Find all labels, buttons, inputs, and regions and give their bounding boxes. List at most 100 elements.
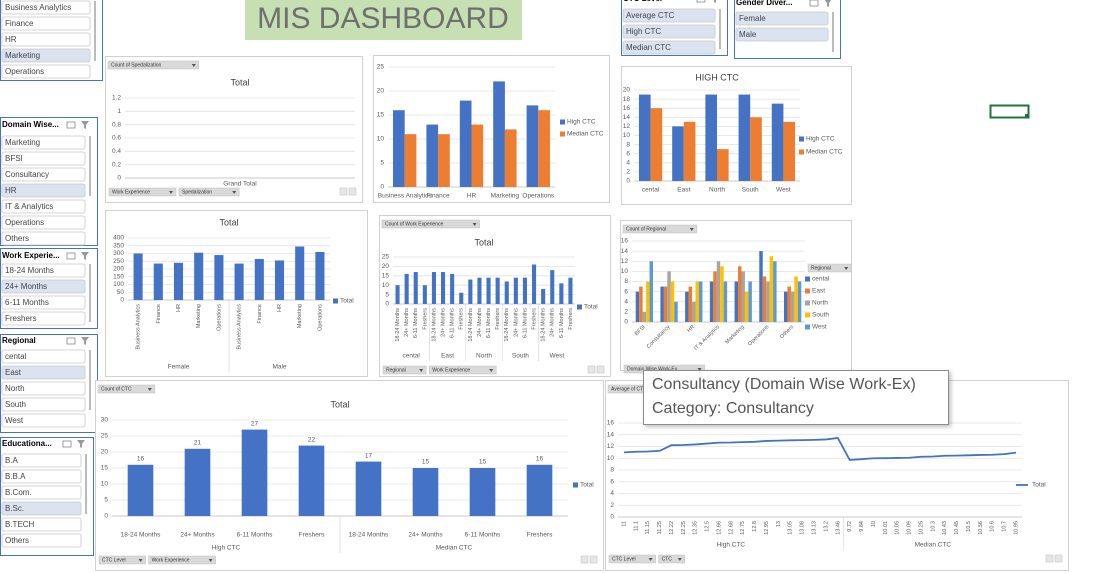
value-field-button[interactable]	[381, 219, 480, 229]
slicer-item[interactable]	[1, 135, 86, 150]
slicer-item-label[interactable]: Consultancy	[5, 170, 49, 179]
value-field-button[interactable]	[622, 224, 698, 234]
axis-field-button-label[interactable]: Work Experience	[112, 189, 150, 195]
expand-collapse-button[interactable]	[348, 187, 357, 196]
axis-field-button-label[interactable]: CTC Level	[612, 556, 636, 562]
slicer-item[interactable]	[1, 48, 91, 63]
legend-field-button[interactable]	[807, 263, 852, 273]
slicer-item-label[interactable]: HR	[5, 35, 17, 44]
slicer-item[interactable]	[1, 533, 82, 548]
slicer-item[interactable]	[1, 215, 86, 230]
slicer-item-label[interactable]: B.A	[5, 456, 19, 465]
slicer-item[interactable]	[622, 8, 716, 23]
slicer-item-label[interactable]: IT & Analytics	[5, 202, 53, 211]
value-field-button-label[interactable]: Count of Spedalization	[111, 62, 162, 68]
slicer-item-label[interactable]: 24+ Months	[5, 282, 47, 291]
slicer-item-label[interactable]: Average CTC	[626, 11, 675, 20]
slicer-item[interactable]	[1, 295, 86, 310]
clear-filter-icon[interactable]	[81, 121, 89, 129]
slicer-item-label[interactable]: Male	[739, 30, 757, 39]
slicer-item[interactable]	[1, 199, 86, 214]
slicer-item-label[interactable]: B.Com.	[5, 488, 32, 497]
slicer-item[interactable]	[1, 151, 86, 166]
selected-cell[interactable]	[989, 104, 1030, 119]
axis-field-button[interactable]	[148, 555, 216, 565]
axis-field-button-label[interactable]: CTC	[662, 556, 673, 562]
value-field-button-label[interactable]: Count of Work Experience	[385, 221, 443, 227]
axis-field-button-label[interactable]: Regional	[386, 367, 406, 373]
slicer-item[interactable]	[1, 501, 82, 516]
slicer-item[interactable]	[1, 413, 86, 428]
clear-filter-icon[interactable]	[77, 440, 85, 448]
axis-field-button-label[interactable]: Spedalization	[182, 189, 212, 195]
axis-field-button-label[interactable]: CTC Level	[102, 557, 126, 563]
expand-collapse-button[interactable]	[1045, 554, 1054, 563]
axis-field-button[interactable]	[428, 365, 497, 375]
multi-select-icon[interactable]	[66, 121, 76, 129]
slicer-item-label[interactable]: BFSI	[5, 154, 23, 163]
multi-select-icon[interactable]	[809, 0, 819, 7]
axis-field-button[interactable]	[178, 187, 240, 197]
slicer-item[interactable]	[1, 0, 91, 15]
value-field-button-label[interactable]: Average of CTC	[611, 386, 647, 392]
axis-field-button[interactable]	[608, 554, 656, 564]
slicer-item-label[interactable]: South	[5, 400, 26, 409]
slicer-item[interactable]	[1, 183, 86, 198]
slicer-item[interactable]	[1, 311, 86, 326]
slicer-item[interactable]	[622, 24, 716, 39]
clear-filter-icon[interactable]	[824, 0, 832, 7]
slicer-item[interactable]	[1, 32, 91, 47]
slicer-item-label[interactable]: Operations	[5, 218, 44, 227]
slicer-item[interactable]	[735, 11, 829, 26]
axis-field-button[interactable]	[382, 365, 427, 375]
slicer-item-label[interactable]: Others	[5, 536, 29, 545]
axis-field-button[interactable]	[658, 554, 686, 564]
slicer-item-label[interactable]: Median CTC	[626, 43, 671, 52]
slicer-item[interactable]	[622, 40, 716, 55]
slicer-item-label[interactable]: Operations	[5, 67, 44, 76]
slicer-item[interactable]	[1, 349, 86, 364]
slicer-item[interactable]	[1, 365, 86, 380]
expand-collapse-button[interactable]	[589, 555, 598, 564]
slicer-item-label[interactable]: West	[5, 416, 24, 425]
slicer-item-label[interactable]: Others	[5, 234, 29, 243]
clear-filter-icon[interactable]	[81, 337, 89, 345]
slicer-item[interactable]	[1, 167, 86, 182]
expand-collapse-button[interactable]	[587, 365, 596, 374]
slicer-item[interactable]	[1, 263, 86, 278]
slicer-item[interactable]	[1, 231, 86, 246]
slicer-item-label[interactable]: Marketing	[5, 51, 40, 60]
value-field-button-label[interactable]: Count of CTC	[101, 386, 132, 392]
slicer-item[interactable]	[1, 279, 86, 294]
slicer-item-label[interactable]: Marketing	[5, 138, 40, 147]
multi-select-icon[interactable]	[66, 337, 76, 345]
slicer-item-label[interactable]: B.Sc.	[5, 504, 24, 513]
clear-filter-icon[interactable]	[81, 252, 89, 260]
slicer-item-label[interactable]: 18-24 Months	[5, 266, 54, 275]
slicer-item-label[interactable]: High CTC	[626, 27, 661, 36]
slicer-item[interactable]	[1, 517, 82, 532]
slicer-item-label[interactable]: HR	[5, 186, 17, 195]
slicer-item-label[interactable]: cental	[5, 352, 27, 361]
expand-collapse-button[interactable]	[339, 187, 348, 196]
slicer-item-label[interactable]: Female	[739, 14, 766, 23]
slicer-item-label[interactable]: East	[5, 368, 22, 377]
slicer-item[interactable]	[735, 27, 829, 42]
slicer-item-label[interactable]: 6-11 Months	[5, 298, 49, 307]
slicer-item[interactable]	[1, 485, 82, 500]
multi-select-icon[interactable]	[66, 252, 76, 260]
axis-field-button-label[interactable]: Work Experience	[432, 367, 470, 373]
value-field-button[interactable]	[107, 60, 200, 70]
expand-collapse-button[interactable]	[1054, 554, 1063, 563]
slicer-item-label[interactable]: B.TECH	[5, 520, 35, 529]
slicer-item-label[interactable]: Finance	[5, 19, 34, 28]
slicer-item[interactable]	[1, 397, 86, 412]
slicer-item[interactable]	[1, 469, 82, 484]
slicer-item[interactable]	[1, 16, 91, 31]
legend-field-button-label[interactable]: Regional	[811, 265, 831, 271]
slicer-item[interactable]	[1, 381, 86, 396]
slicer-item-label[interactable]: Business Analytics	[5, 3, 71, 12]
slicer-item[interactable]	[1, 453, 82, 468]
value-field-button[interactable]	[97, 384, 156, 394]
clear-filter-icon[interactable]	[711, 0, 719, 3]
